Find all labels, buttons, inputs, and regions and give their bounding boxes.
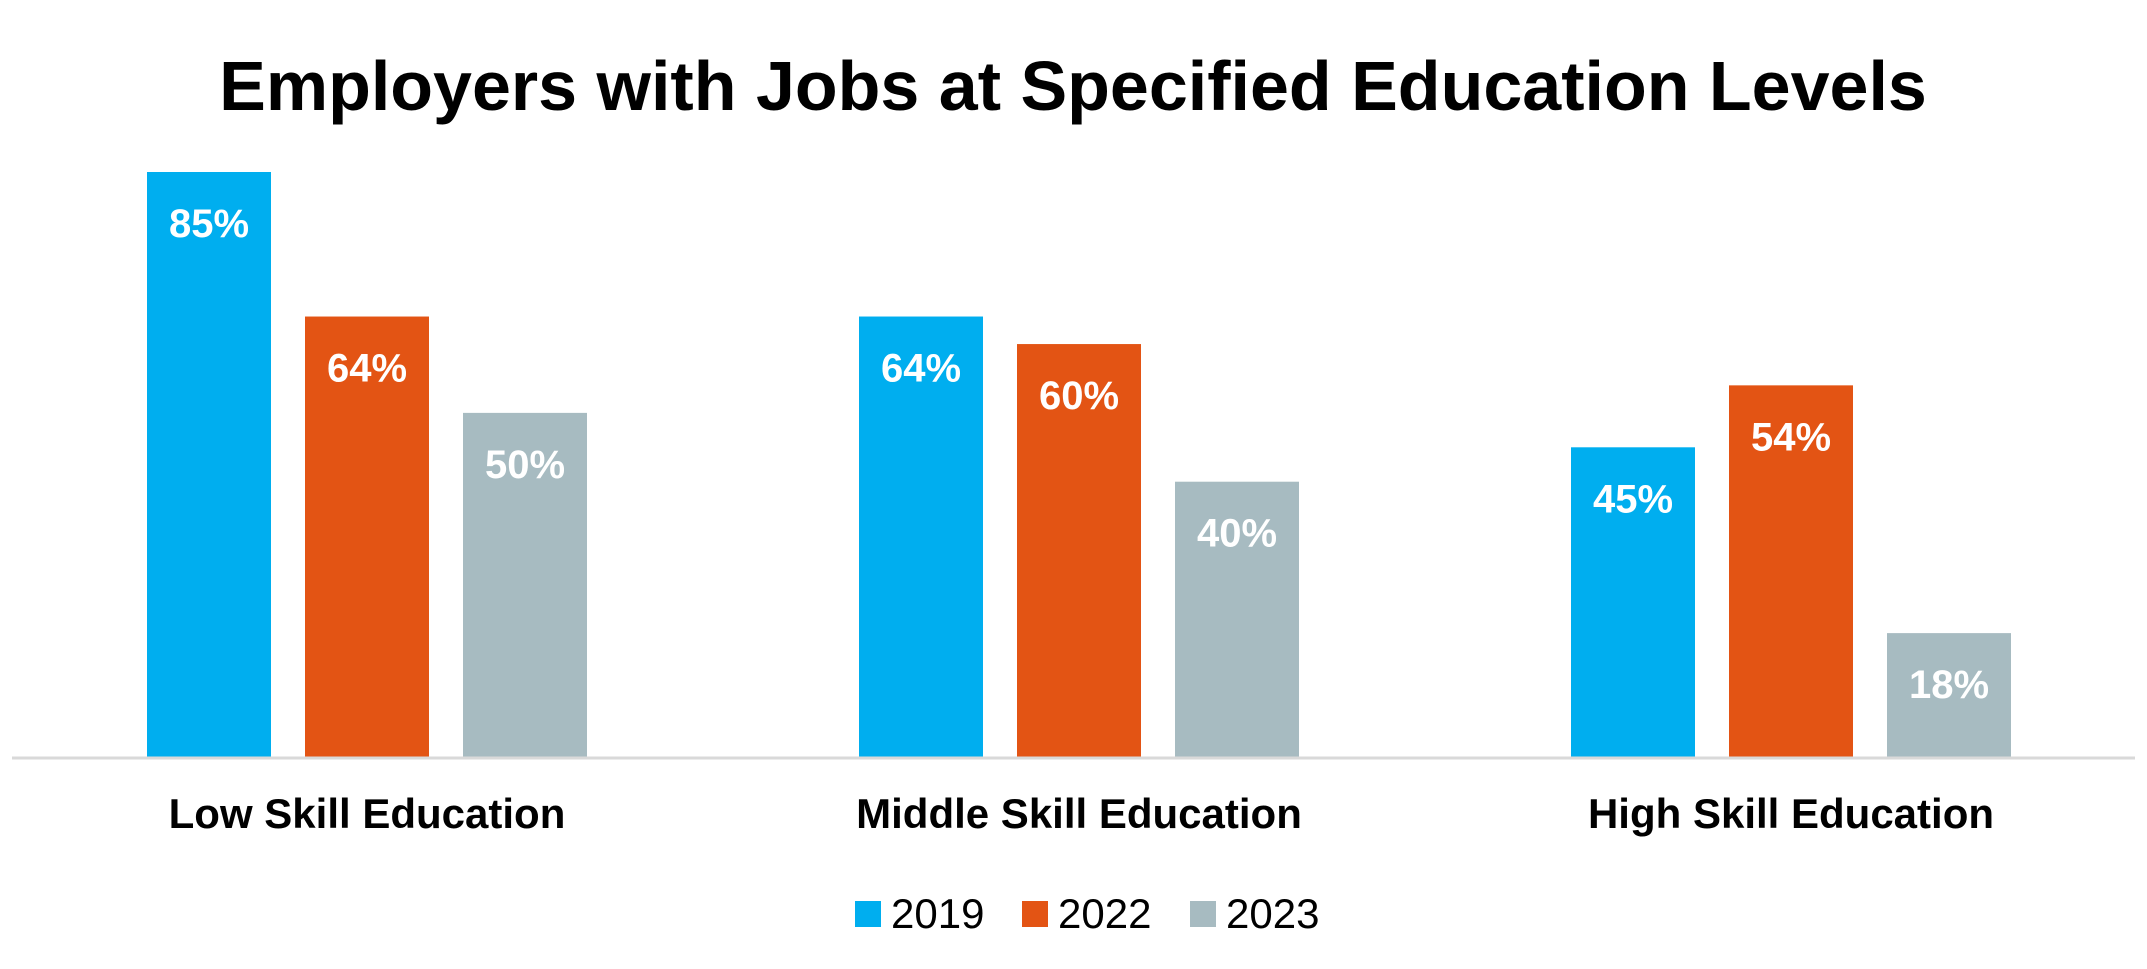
- legend-label-2022: 2022: [1058, 890, 1151, 937]
- bar-2023-2: [1175, 481, 1299, 757]
- legend-label-2019: 2019: [891, 890, 984, 937]
- data-labels-layer: 85% 64% 50% 64% 60% 40% 45% 54% 18%: [169, 202, 1989, 707]
- category-label-2: Middle Skill Education: [856, 790, 1302, 837]
- data-label-2023-1: 50%: [485, 443, 565, 487]
- category-label-1: Low Skill Education: [169, 790, 566, 837]
- legend-swatch-2023: [1190, 901, 1216, 927]
- bar-2022-3: [1729, 385, 1853, 757]
- data-label-2019-3: 45%: [1593, 477, 1673, 521]
- legend: 2019 2022 2023: [855, 890, 1319, 937]
- bar-2022-2: [1017, 344, 1141, 757]
- data-label-2022-2: 60%: [1039, 374, 1119, 418]
- legend-swatch-2019: [855, 901, 881, 927]
- bar-2022-1: [305, 316, 429, 757]
- legend-swatch-2022: [1022, 901, 1048, 927]
- chart-title: Employers with Jobs at Specified Educati…: [219, 47, 1927, 125]
- category-label-3: High Skill Education: [1588, 790, 1994, 837]
- data-label-2022-3: 54%: [1751, 415, 1831, 459]
- data-label-2019-1: 85%: [169, 202, 249, 246]
- bar-2019-1: [147, 172, 271, 757]
- data-label-2023-2: 40%: [1197, 512, 1277, 556]
- data-label-2022-1: 64%: [327, 347, 407, 391]
- legend-label-2023: 2023: [1226, 890, 1319, 937]
- bar-2023-1: [463, 412, 587, 757]
- bars-layer: [147, 172, 2011, 757]
- category-labels: Low Skill Education Middle Skill Educatio…: [169, 790, 1994, 837]
- data-label-2023-3: 18%: [1909, 663, 1989, 707]
- bar-2019-3: [1571, 447, 1695, 757]
- bar-2019-2: [859, 316, 983, 757]
- bar-2023-3: [1887, 633, 2011, 757]
- data-label-2019-2: 64%: [881, 347, 961, 391]
